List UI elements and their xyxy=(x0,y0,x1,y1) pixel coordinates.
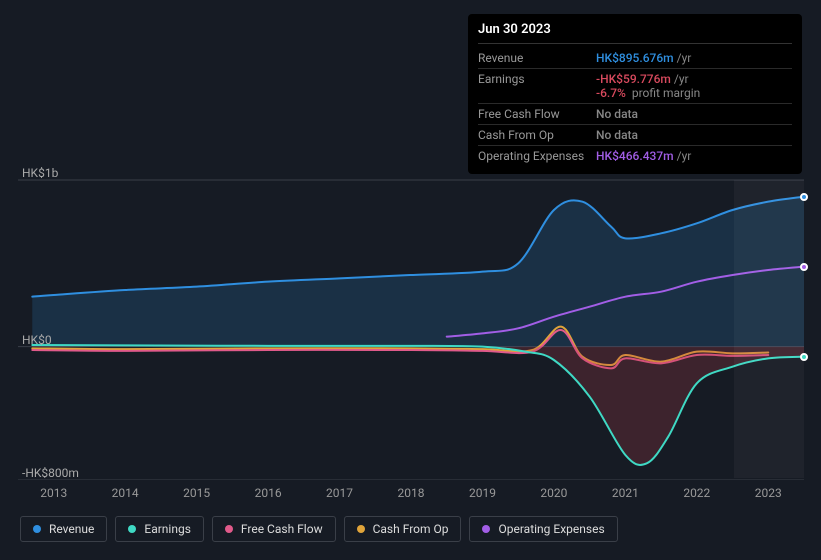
x-axis-label: 2017 xyxy=(326,486,353,500)
y-axis-label: -HK$800m xyxy=(22,466,79,480)
legend-dot-icon xyxy=(33,525,41,533)
tooltip-row-label: Earnings xyxy=(478,69,596,104)
legend-label: Free Cash Flow xyxy=(241,522,323,536)
financials-chart[interactable] xyxy=(0,160,821,480)
x-axis-label: 2020 xyxy=(540,486,567,500)
x-axis-label: 2018 xyxy=(398,486,425,500)
series-end-dot xyxy=(800,193,808,201)
tooltip-row-value: No data xyxy=(596,104,792,125)
x-axis-label: 2021 xyxy=(612,486,639,500)
legend-dot-icon xyxy=(357,525,365,533)
chart-legend: Revenue Earnings Free Cash Flow Cash From O… xyxy=(20,516,618,542)
x-axis-label: 2013 xyxy=(40,486,67,500)
tooltip-date: Jun 30 2023 xyxy=(478,22,792,44)
legend-label: Cash From Op xyxy=(373,522,449,536)
tooltip-row-label: Free Cash Flow xyxy=(478,104,596,125)
legend-item-cash-from-op[interactable]: Cash From Op xyxy=(344,516,462,542)
legend-dot-icon xyxy=(225,525,233,533)
legend-item-free-cash-flow[interactable]: Free Cash Flow xyxy=(212,516,336,542)
x-axis-label: 2023 xyxy=(755,486,782,500)
legend-item-earnings[interactable]: Earnings xyxy=(115,516,204,542)
tooltip-row-value: HK$895.676m/yr xyxy=(596,48,792,69)
x-axis-label: 2019 xyxy=(469,486,496,500)
chart-svg xyxy=(18,160,804,480)
y-axis-label: HK$1b xyxy=(22,166,58,180)
chart-tooltip: Jun 30 2023 RevenueHK$895.676m/yrEarning… xyxy=(468,14,802,174)
series-end-dot xyxy=(800,353,808,361)
tooltip-table: RevenueHK$895.676m/yrEarnings-HK$59.776m… xyxy=(478,48,792,166)
x-axis-label: 2016 xyxy=(255,486,282,500)
legend-item-revenue[interactable]: Revenue xyxy=(20,516,107,542)
y-axis-label: HK$0 xyxy=(22,333,52,347)
x-axis-label: 2014 xyxy=(112,486,139,500)
legend-label: Revenue xyxy=(49,522,94,536)
x-axis-label: 2015 xyxy=(183,486,210,500)
x-axis-label: 2022 xyxy=(683,486,710,500)
legend-dot-icon xyxy=(128,525,136,533)
legend-item-operating-expenses[interactable]: Operating Expenses xyxy=(469,516,617,542)
series-end-dot xyxy=(800,263,808,271)
tooltip-row-value: No data xyxy=(596,125,792,146)
tooltip-row-value: -HK$59.776m/yr-6.7% profit margin xyxy=(596,69,792,104)
legend-dot-icon xyxy=(482,525,490,533)
tooltip-row-label: Revenue xyxy=(478,48,596,69)
legend-label: Operating Expenses xyxy=(498,522,604,536)
tooltip-row-label: Cash From Op xyxy=(478,125,596,146)
legend-label: Earnings xyxy=(144,522,191,536)
